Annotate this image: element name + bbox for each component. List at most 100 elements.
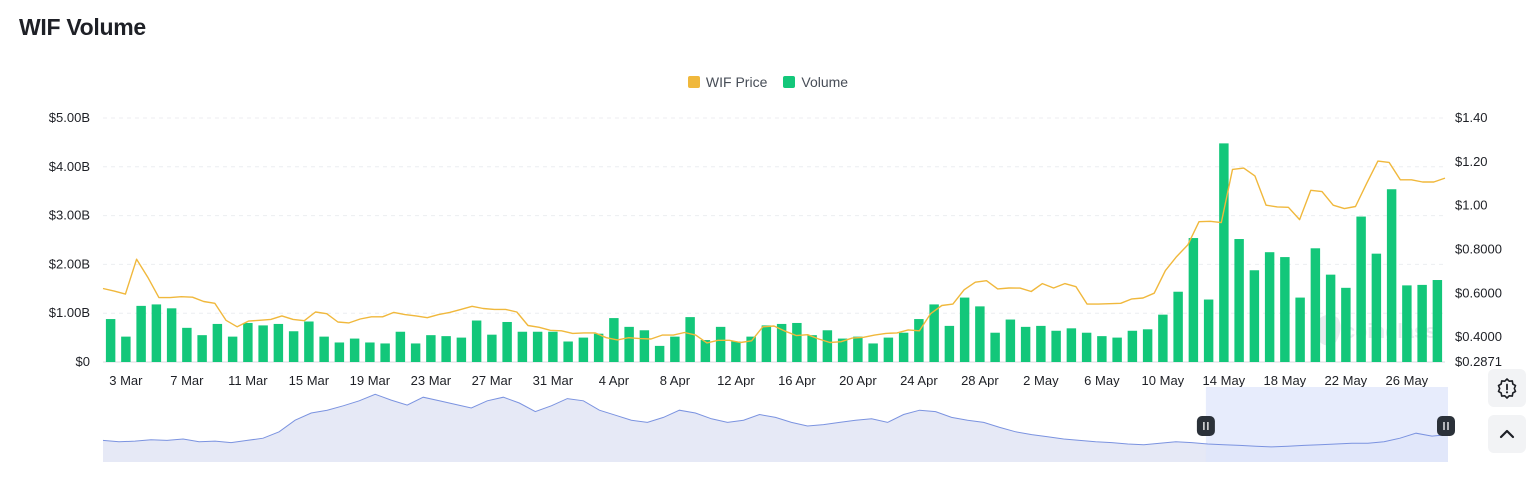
legend-item-wif-price[interactable]: WIF Price xyxy=(687,74,768,90)
volume-bar xyxy=(1142,329,1153,362)
volume-bar xyxy=(197,335,207,362)
volume-bar xyxy=(1081,332,1092,362)
x-tick-label: 11 Mar xyxy=(228,373,268,388)
volume-bar xyxy=(227,336,238,362)
volume-bar xyxy=(105,319,116,362)
x-tick-label: 3 Mar xyxy=(109,373,143,388)
volume-bar xyxy=(487,334,497,362)
volume-bar xyxy=(1173,291,1183,362)
legend-swatch-volume xyxy=(783,76,796,88)
volume-bar xyxy=(1280,257,1290,362)
x-tick-label: 23 Mar xyxy=(411,373,452,388)
x-tick-label: 7 Mar xyxy=(170,373,204,388)
navigator-selection[interactable] xyxy=(1205,387,1448,462)
volume-bar xyxy=(746,336,756,362)
volume-bar xyxy=(624,326,634,362)
navigator-handle-left[interactable] xyxy=(1196,416,1215,436)
volume-bar xyxy=(1219,143,1229,362)
volume-bar xyxy=(670,336,680,362)
y-left-tick-label: $2.00B xyxy=(49,256,90,271)
volume-bar xyxy=(273,323,284,362)
alert-button[interactable] xyxy=(1488,369,1526,407)
volume-bar xyxy=(868,343,878,362)
legend-swatch-wif-price xyxy=(687,76,700,88)
volume-bar xyxy=(700,340,711,362)
volume-bar xyxy=(1112,337,1122,362)
volume-bar xyxy=(929,304,939,362)
chart-legend: WIF Price Volume xyxy=(0,74,1536,90)
x-tick-label: 28 Apr xyxy=(961,373,999,388)
navigator-handle-right[interactable] xyxy=(1437,416,1455,436)
navigator-line xyxy=(102,393,1449,448)
volume-bar xyxy=(1371,253,1382,362)
volume-bar xyxy=(304,321,314,362)
volume-bar xyxy=(502,321,512,362)
volume-bar xyxy=(1295,297,1305,362)
volume-bar xyxy=(593,333,604,362)
volume-bar xyxy=(975,306,985,362)
volume-bar xyxy=(136,305,146,362)
navigator-area xyxy=(103,394,1448,462)
volume-bar xyxy=(1066,328,1077,362)
x-tick-label: 14 May xyxy=(1203,373,1246,388)
scroll-top-button[interactable] xyxy=(1488,415,1526,453)
volume-bar xyxy=(1234,239,1244,362)
volume-bar xyxy=(731,341,741,362)
y-right-tick-label: $0.2871 xyxy=(1455,354,1502,369)
volume-bar xyxy=(532,331,543,362)
x-tick-label: 4 Apr xyxy=(599,373,630,388)
x-tick-label: 18 May xyxy=(1264,373,1307,388)
volume-bar xyxy=(288,331,299,362)
volume-bar xyxy=(685,317,695,362)
volume-bar xyxy=(1356,216,1366,362)
y-left-tick-label: $0 xyxy=(76,354,90,369)
volume-bar xyxy=(548,331,558,362)
volume-bar xyxy=(334,342,345,362)
volume-bar xyxy=(319,336,329,362)
x-tick-label: 27 Mar xyxy=(472,373,513,388)
x-tick-label: 19 Mar xyxy=(350,373,391,388)
volume-bar xyxy=(563,341,573,362)
volume-bar xyxy=(1341,287,1351,362)
volume-bar xyxy=(959,297,970,362)
volume-bar xyxy=(1310,248,1321,362)
volume-bar xyxy=(1036,325,1046,362)
volume-bar xyxy=(578,337,589,362)
volume-bar xyxy=(182,327,192,362)
volume-bar xyxy=(1386,189,1397,362)
x-tick-label: 8 Apr xyxy=(660,373,691,388)
x-tick-label: 6 May xyxy=(1084,373,1120,388)
volume-bar xyxy=(456,337,467,362)
x-tick-label: 12 Apr xyxy=(717,373,755,388)
volume-bar xyxy=(853,336,863,362)
x-tick-label: 24 Apr xyxy=(900,373,938,388)
volume-bar xyxy=(426,335,436,362)
y-axis-left: $0 $1.00B $2.00B $3.00B $4.00B $5.00B xyxy=(49,110,90,369)
volume-bar xyxy=(1005,319,1016,362)
volume-bars xyxy=(105,143,1443,362)
y-right-tick-label: $1.00 xyxy=(1455,198,1488,213)
volume-bar xyxy=(1097,336,1107,362)
volume-bar xyxy=(1188,238,1199,362)
y-left-tick-label: $3.00B xyxy=(49,208,90,223)
volume-bar xyxy=(258,325,268,362)
legend-item-volume[interactable]: Volume xyxy=(783,74,848,90)
volume-bar xyxy=(1203,299,1214,362)
volume-bar xyxy=(1249,270,1260,362)
y-left-tick-label: $1.00B xyxy=(49,305,90,320)
volume-bar xyxy=(1051,330,1061,362)
y-right-tick-label: $0.4000 xyxy=(1455,329,1502,344)
navigator[interactable] xyxy=(102,387,1455,462)
volume-bar xyxy=(1158,314,1168,362)
x-tick-label: 31 Mar xyxy=(533,373,574,388)
volume-bar xyxy=(792,322,802,362)
volume-bar xyxy=(639,330,650,362)
volume-bar xyxy=(1020,326,1031,362)
volume-bar xyxy=(1325,274,1336,362)
alert-circle-icon xyxy=(1497,378,1517,399)
legend-label-wif-price: WIF Price xyxy=(705,74,768,90)
volume-bar xyxy=(471,320,482,362)
volume-bar xyxy=(1417,284,1427,362)
volume-bar xyxy=(1127,330,1138,362)
